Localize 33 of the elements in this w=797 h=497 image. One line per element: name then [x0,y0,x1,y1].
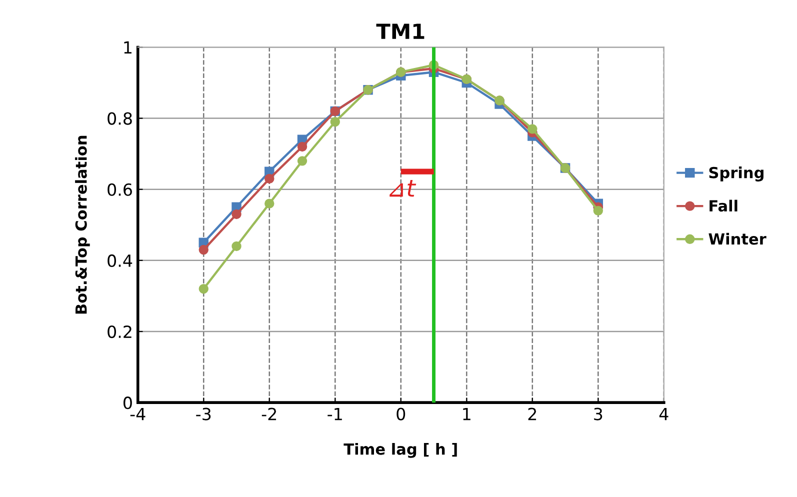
y-axis-title: Bot.&Top Correlation [75,136,90,314]
point [528,124,538,134]
x-tick-label: 3 [594,408,602,420]
y-tick-label: 0.6 [108,183,132,196]
x-tick-label: 1 [463,408,470,420]
y-tick-label: 0 [124,396,132,410]
x-tick-label: -1 [328,408,342,420]
x-tick-label: -4 [130,408,146,420]
x-tick-label: 2 [528,408,536,420]
point [264,198,274,208]
y-tick-label: 0.4 [108,254,132,267]
legend-label: Winter [708,232,766,245]
chart-title: TM1 [376,24,424,39]
point [232,241,242,252]
point [330,116,340,127]
point [264,174,274,184]
y-tick-label: 1 [124,41,132,54]
point [232,209,242,220]
point [297,142,308,152]
x-tick-label: 0 [396,408,406,420]
point [593,206,604,216]
x-tick-label: 4 [659,408,668,420]
x-tick-label: -3 [196,408,211,420]
point [198,284,208,294]
x-tick-label: -2 [262,408,276,420]
annotation: ⊿t [390,180,416,197]
legend-label: Fall [710,200,738,212]
legend-label: Spring [709,166,764,182]
y-tick-label: 0.2 [108,325,132,338]
x-axis-title: Time lag [ h ] [344,443,457,458]
y-tick-label: 0.8 [108,112,132,125]
point [297,156,308,166]
point [198,244,208,255]
